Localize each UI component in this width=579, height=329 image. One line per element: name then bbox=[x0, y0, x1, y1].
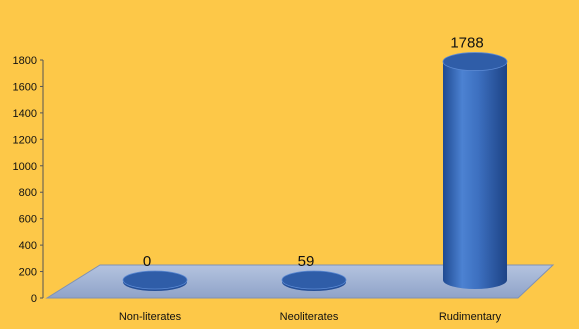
bar-non-literates bbox=[122, 270, 188, 291]
y-tick-label: 1000 bbox=[13, 161, 37, 173]
bar-neoliterates bbox=[281, 270, 347, 291]
y-tick-label: 800 bbox=[19, 187, 37, 199]
bar-top-cap bbox=[281, 270, 347, 290]
y-tick-label: 400 bbox=[19, 240, 37, 252]
data-label: 1788 bbox=[450, 35, 483, 52]
y-tick-label: 600 bbox=[19, 214, 37, 226]
y-tick-label: 1600 bbox=[13, 81, 37, 93]
data-label: 59 bbox=[298, 253, 315, 270]
category-label: Neoliterates bbox=[280, 311, 339, 323]
y-tick-label: 1200 bbox=[13, 134, 37, 146]
bar-top-cap bbox=[122, 270, 188, 290]
bar-top-cap bbox=[442, 52, 508, 71]
y-tick-label: 1400 bbox=[13, 108, 37, 120]
bar-rudimentary bbox=[442, 52, 508, 289]
category-label: Rudimentary bbox=[439, 311, 502, 323]
bar-body bbox=[443, 61, 507, 289]
y-tick-label: 0 bbox=[31, 293, 37, 305]
category-label: Non-literates bbox=[119, 311, 182, 323]
y-tick-label: 1800 bbox=[13, 55, 37, 67]
y-tick-label: 200 bbox=[19, 267, 37, 279]
data-label: 0 bbox=[143, 253, 151, 270]
